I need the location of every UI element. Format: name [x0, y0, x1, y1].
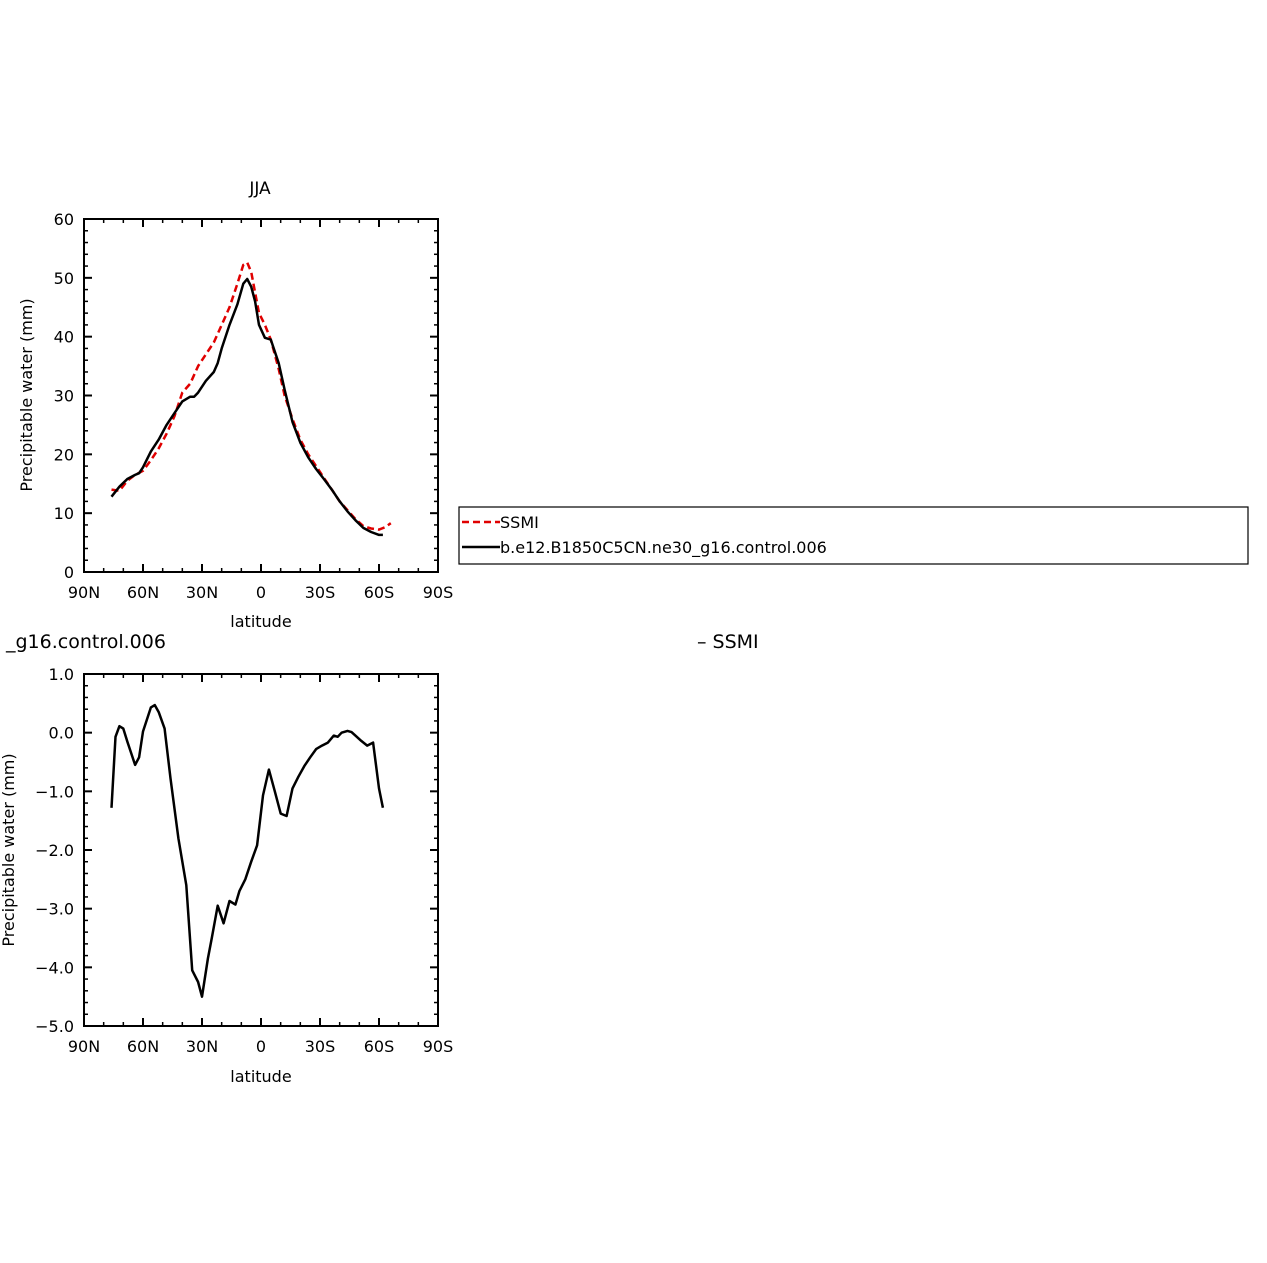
panel-bottom-y-tick-label: 0.0: [49, 724, 74, 743]
panel-bottom-chart: _g16.control.006 – SSMI 90N 60N 30N 0 30S 60S…: [0, 631, 759, 1086]
panel-top-x-tick-label: 60S: [364, 583, 395, 602]
panel-top-y-tick-label: 0: [64, 563, 74, 582]
panel-top-x-tick-label: 90S: [423, 583, 454, 602]
panel-bottom-y-tick-label: −1.0: [35, 782, 74, 801]
panel-bottom-x-tick-label: 90S: [423, 1037, 454, 1056]
panel-top-y-tick-label: 30: [54, 387, 74, 406]
panel-bottom-y-tick-label: −4.0: [35, 958, 74, 977]
panel-top-x-tick-label: 60N: [127, 583, 159, 602]
panel-bottom-y-tick-label: −3.0: [35, 900, 74, 919]
legend-model-label: b.e12.B1850C5CN.ne30_g16.control.006: [500, 538, 827, 558]
panel-bottom-x-tick-label: 30N: [186, 1037, 218, 1056]
panel-top-chart: JJA 90N 60N 30N 0 30S 60S 90S 0 10 20 30 40 50 60 lat…: [17, 179, 453, 631]
panel-top-x-tick-label: 30N: [186, 583, 218, 602]
panel-bottom-y-tick-label: −5.0: [35, 1017, 74, 1036]
panel-bottom-y-tick-label: −2.0: [35, 841, 74, 860]
panel-bottom-x-tick-label: 60N: [127, 1037, 159, 1056]
panel-bottom-x-axis-label: latitude: [230, 1067, 291, 1086]
panel-top-y-tick-label: 10: [54, 504, 74, 523]
panel-top-x-tick-label: 0: [256, 583, 266, 602]
panel-bottom-x-tick-label: 90N: [68, 1037, 100, 1056]
legend-ssmi-label: SSMI: [500, 513, 539, 532]
legend-box: [458, 506, 1249, 565]
panel-top-x-axis-label: latitude: [230, 612, 291, 631]
panel-top-y-tick-label: 50: [54, 269, 74, 288]
panel-bottom-title-right: – SSMI: [697, 631, 759, 653]
panel-top-frame: [83, 218, 439, 573]
panel-bottom-y-tick-label: 1.0: [49, 665, 74, 684]
panel-top-y-tick-label: 60: [54, 210, 74, 229]
panel-top-series-line-b-e12-b1850c5cn-ne30-g16-control-006: [110, 277, 383, 537]
panel-bottom-title: _g16.control.006: [5, 631, 166, 653]
panel-bottom-x-tick-label: 30S: [305, 1037, 336, 1056]
panel-bottom-frame: [83, 673, 439, 1027]
panel-top-y-tick-label: 40: [54, 328, 74, 347]
legend: SSMI b.e12.B1850C5CN.ne30_g16.control.00…: [458, 506, 1249, 565]
panel-top-y-axis-label: Precipitable water (mm): [17, 298, 36, 491]
panel-bottom-y-axis-label: Precipitable water (mm): [0, 753, 18, 946]
panel-top-x-tick-label: 90N: [68, 583, 100, 602]
panel-top-x-tick-label: 30S: [305, 583, 336, 602]
panel-bottom-series-line-0: [110, 703, 385, 998]
panel-top-title: JJA: [248, 179, 271, 199]
panel-top-y-tick-label: 20: [54, 445, 74, 464]
panel-bottom-x-tick-label: 60S: [364, 1037, 395, 1056]
panel-bottom-x-tick-label: 0: [256, 1037, 266, 1056]
